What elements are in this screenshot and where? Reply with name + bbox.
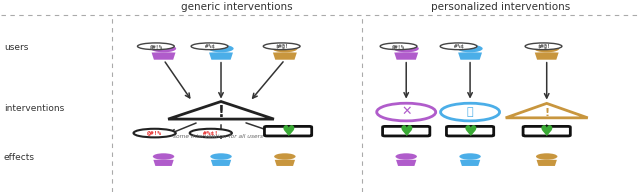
Text: ♥: ♥ [399,124,413,139]
Text: @#!%: @#!% [392,44,405,49]
Ellipse shape [191,43,228,50]
Text: ♥: ♥ [463,124,477,139]
Polygon shape [273,52,297,60]
Polygon shape [458,52,482,60]
Text: $#@!: $#@! [537,44,550,49]
Ellipse shape [440,43,477,50]
Text: #%$: #%$ [205,44,214,49]
Text: @#!%: @#!% [147,131,162,135]
FancyBboxPatch shape [523,126,570,136]
Text: #%$!: #%$! [204,131,218,135]
Text: @#!%: @#!% [149,44,163,49]
Polygon shape [394,52,418,60]
Polygon shape [211,160,231,166]
FancyBboxPatch shape [383,126,430,136]
Circle shape [396,153,417,160]
Text: !: ! [218,105,225,120]
Polygon shape [396,160,417,166]
Text: #%$: #%$ [454,44,463,49]
Circle shape [272,45,298,52]
Circle shape [274,153,296,160]
Text: ✕: ✕ [401,105,412,118]
Circle shape [394,45,419,52]
FancyBboxPatch shape [264,126,312,136]
Text: users: users [4,43,28,52]
Polygon shape [460,160,480,166]
Circle shape [458,45,483,52]
Text: ♥: ♥ [281,124,295,139]
Text: effects: effects [4,153,35,163]
Text: $#@!: $#@! [275,44,288,49]
Text: personalized interventions: personalized interventions [431,2,570,12]
Circle shape [211,153,232,160]
Circle shape [460,153,481,160]
Ellipse shape [138,43,174,50]
FancyBboxPatch shape [447,126,493,136]
Text: interventions: interventions [4,104,64,113]
Ellipse shape [380,43,417,50]
Polygon shape [168,102,274,119]
Ellipse shape [263,43,300,50]
Circle shape [151,45,176,52]
Text: ✋: ✋ [467,107,474,117]
Ellipse shape [525,43,562,50]
Ellipse shape [134,129,175,137]
Text: generic interventions: generic interventions [181,2,292,12]
Polygon shape [154,160,173,166]
Text: some intervention for all users: some intervention for all users [173,134,263,139]
Circle shape [534,45,559,52]
Circle shape [536,153,557,160]
Polygon shape [535,52,559,60]
Circle shape [209,45,234,52]
Text: ♥: ♥ [540,124,554,139]
Polygon shape [536,160,557,166]
Text: !: ! [544,108,549,118]
Polygon shape [209,52,233,60]
Polygon shape [275,160,295,166]
Polygon shape [506,103,588,118]
Polygon shape [152,52,175,60]
Circle shape [153,153,174,160]
Ellipse shape [189,129,232,137]
